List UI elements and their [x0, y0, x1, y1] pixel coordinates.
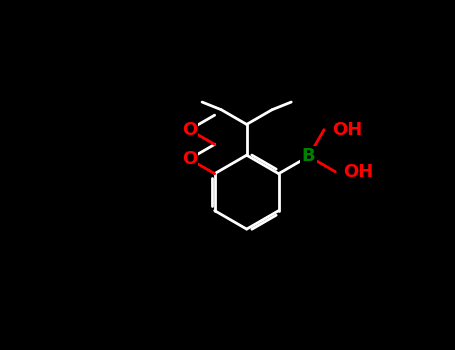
Text: OH: OH	[343, 163, 373, 181]
Text: B: B	[302, 147, 315, 165]
Text: O: O	[182, 150, 197, 168]
Text: OH: OH	[332, 121, 362, 139]
Text: O: O	[182, 121, 197, 139]
